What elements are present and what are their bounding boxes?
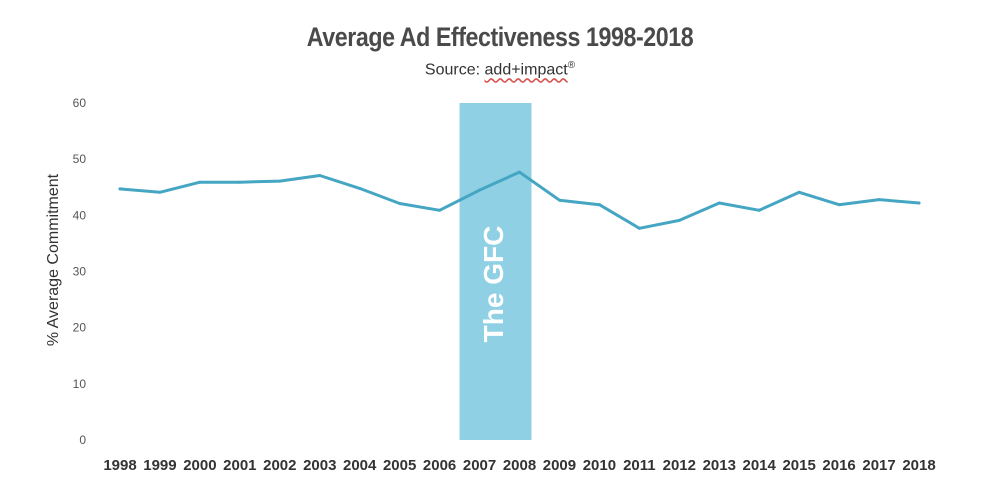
data-point — [677, 218, 681, 222]
y-axis-ticks: 0 10 20 30 40 50 60 — [73, 96, 87, 447]
data-point — [198, 180, 202, 184]
x-tick-label: 2001 — [223, 457, 256, 474]
data-point — [158, 190, 162, 194]
data-point — [318, 173, 322, 177]
x-tick-label: 2007 — [463, 457, 496, 474]
y-tick-label: 30 — [73, 265, 87, 279]
registered-mark: ® — [567, 60, 576, 71]
data-point — [358, 186, 362, 190]
x-tick-label: 2012 — [663, 457, 696, 474]
data-point — [518, 170, 521, 174]
x-tick-label: 2005 — [383, 457, 416, 474]
data-point — [278, 179, 282, 183]
data-point — [478, 188, 482, 192]
y-tick-label: 0 — [79, 433, 86, 447]
x-tick-label: 2008 — [503, 457, 536, 474]
subtitle-prefix: Source: — [424, 61, 485, 79]
x-tick-label: 2016 — [822, 457, 855, 474]
data-point — [877, 198, 881, 202]
gfc-band-label: The GFC — [478, 226, 509, 343]
x-tick-label: 2006 — [423, 457, 456, 474]
x-tick-label: 2010 — [583, 457, 616, 474]
x-tick-label: 2011 — [623, 457, 656, 474]
data-point — [797, 190, 801, 194]
x-axis-ticks: 1998 1999 2000 2001 2002 2003 2004 2005 2006 2007… — [103, 457, 935, 474]
x-tick-label: 2003 — [303, 457, 336, 474]
y-axis-label: % Average Commitment — [45, 173, 62, 346]
x-tick-label: 2002 — [263, 457, 296, 474]
data-point — [917, 201, 921, 205]
source-brand: add+impact — [484, 61, 568, 79]
x-tick-label: 2014 — [743, 457, 777, 474]
data-point — [837, 203, 841, 207]
x-tick-label: 1999 — [143, 457, 176, 474]
x-tick-label: 2018 — [902, 457, 935, 474]
x-tick-label: 2009 — [543, 457, 576, 474]
data-point — [597, 203, 601, 207]
gfc-band-layer: The GFC — [459, 103, 532, 440]
data-point — [717, 201, 721, 205]
x-tick-label: 2013 — [703, 457, 736, 474]
data-point — [398, 202, 402, 206]
y-tick-label: 60 — [73, 96, 87, 110]
gfc-band — [459, 103, 532, 440]
x-tick-label: 2015 — [782, 457, 815, 474]
data-point — [238, 180, 242, 184]
data-point — [118, 187, 122, 191]
chart-subtitle: Source: add+impact® — [0, 60, 1000, 79]
x-tick-label: 1998 — [103, 457, 136, 474]
x-tick-label: 2017 — [862, 457, 895, 474]
y-tick-label: 10 — [73, 377, 87, 391]
x-tick-label: 2004 — [343, 457, 377, 474]
x-tick-label: 2000 — [183, 457, 216, 474]
chart-title: Average Ad Effectiveness 1998-2018 — [306, 22, 694, 52]
data-point — [757, 208, 761, 212]
data-point — [557, 198, 561, 202]
y-tick-label: 50 — [73, 152, 87, 166]
data-point — [438, 208, 442, 212]
data-point — [637, 226, 641, 230]
y-tick-label: 40 — [73, 208, 87, 222]
series-layer — [118, 170, 921, 230]
y-tick-label: 20 — [73, 321, 87, 335]
